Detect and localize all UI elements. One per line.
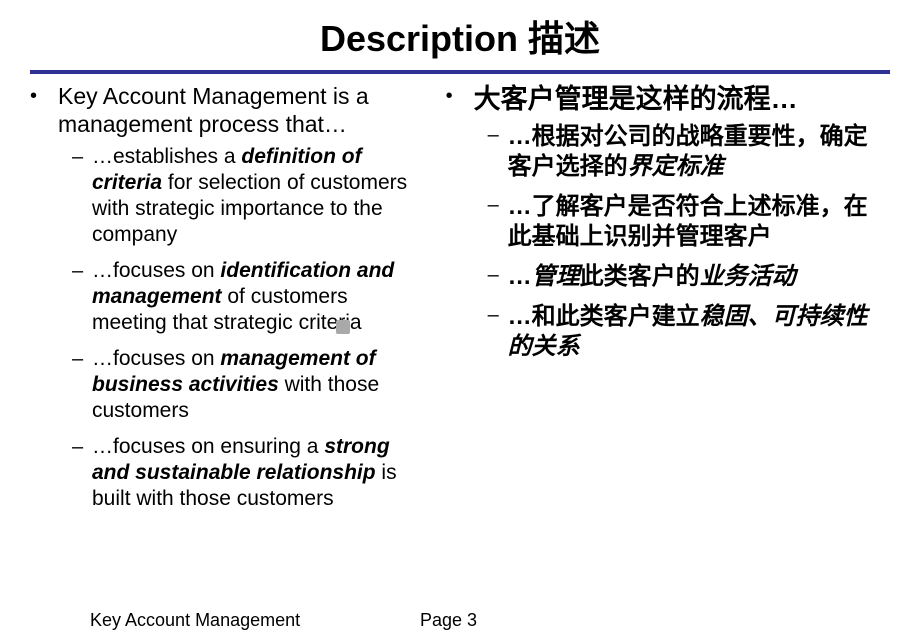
sub-item: – …了解客户是否符合上述标准，在此基础上识别并管理客户 (488, 192, 876, 252)
main-bullet-en: • Key Account Management is a management… (30, 82, 426, 138)
sub-list-cn: – …根据对公司的战略重要性，确定客户选择的界定标准 – …了解客户是否符合上述… (446, 122, 876, 362)
dash-marker: – (72, 144, 92, 248)
sub-item: – …和此类客户建立稳固、可持续性的关系 (488, 302, 876, 362)
footer-page: Page 3 (420, 610, 477, 631)
dash-marker: – (488, 122, 508, 182)
bullet-marker: • (30, 82, 58, 138)
footer-title: Key Account Management (90, 610, 420, 631)
sub-item: – …focuses on identification and managem… (72, 258, 426, 336)
dash-marker: – (488, 192, 508, 252)
left-column: • Key Account Management is a management… (30, 82, 426, 522)
sub-item: – …根据对公司的战略重要性，确定客户选择的界定标准 (488, 122, 876, 182)
main-text-cn: 大客户管理是这样的流程… (474, 82, 798, 116)
dash-marker: – (72, 346, 92, 424)
sub-text: …和此类客户建立稳固、可持续性的关系 (508, 302, 876, 362)
dash-marker: – (72, 434, 92, 512)
right-column: • 大客户管理是这样的流程… – …根据对公司的战略重要性，确定客户选择的界定标… (446, 82, 876, 522)
sub-text: …管理此类客户的业务活动 (508, 262, 796, 292)
presentation-icon (336, 320, 350, 334)
dash-marker: – (488, 302, 508, 362)
main-bullet-cn: • 大客户管理是这样的流程… (446, 82, 876, 116)
sub-item: – …establishes a definition of criteria … (72, 144, 426, 248)
sub-text: …了解客户是否符合上述标准，在此基础上识别并管理客户 (508, 192, 876, 252)
slide-footer: Key Account Management Page 3 (90, 610, 890, 631)
dash-marker: – (488, 262, 508, 292)
main-text-en: Key Account Management is a management p… (58, 82, 426, 138)
bullet-marker: • (446, 82, 474, 116)
sub-item: – …focuses on management of business act… (72, 346, 426, 424)
sub-text: …根据对公司的战略重要性，确定客户选择的界定标准 (508, 122, 876, 182)
sub-text: …focuses on identification and managemen… (92, 258, 426, 336)
sub-list-en: – …establishes a definition of criteria … (30, 144, 426, 512)
sub-item: – …管理此类客户的业务活动 (488, 262, 876, 292)
content-columns: • Key Account Management is a management… (30, 82, 890, 522)
sub-text: …focuses on ensuring a strong and sustai… (92, 434, 426, 512)
dash-marker: – (72, 258, 92, 336)
title-divider (30, 70, 890, 74)
sub-text: …establishes a definition of criteria fo… (92, 144, 426, 248)
sub-text: …focuses on management of business activ… (92, 346, 426, 424)
sub-item: – …focuses on ensuring a strong and sust… (72, 434, 426, 512)
slide-title: Description 描述 (30, 10, 890, 70)
slide-container: Description 描述 • Key Account Management … (0, 0, 920, 637)
